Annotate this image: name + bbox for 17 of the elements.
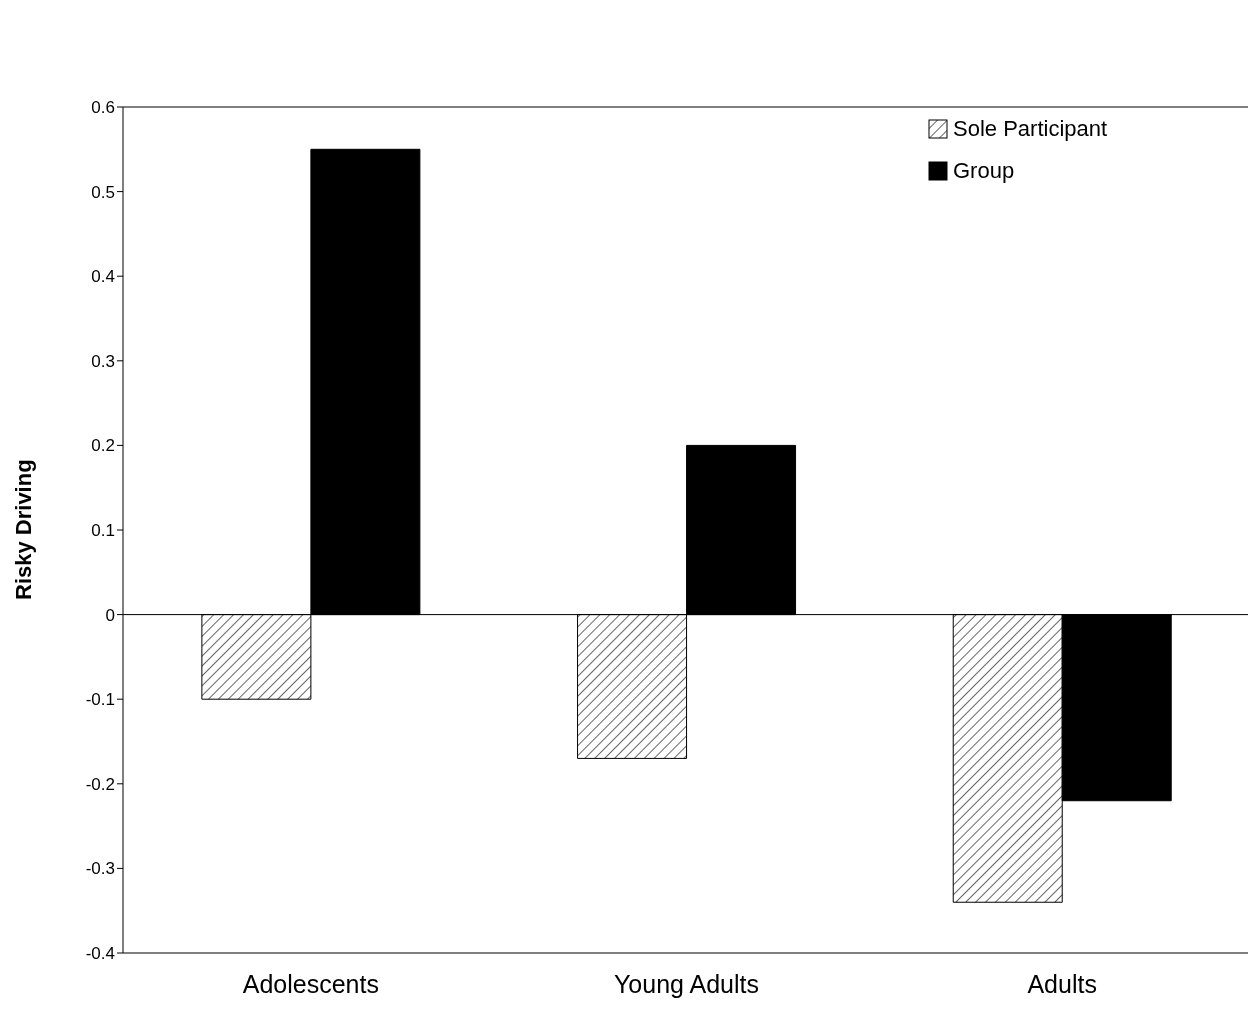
y-tick-label: 0.4 xyxy=(91,267,115,287)
y-tick-label: -0.4 xyxy=(85,944,115,964)
x-tick-label: Young Adults xyxy=(613,969,760,998)
y-tick-label: -0.1 xyxy=(85,690,115,710)
x-tick-label: Adults xyxy=(1027,969,1097,998)
x-tick-label: Adolescents xyxy=(242,969,379,998)
y-tick-label: 0.2 xyxy=(91,436,115,456)
legend-label: Sole Participant xyxy=(953,115,1108,143)
y-tick-label: 0.5 xyxy=(91,182,115,202)
y-tick-label: -0.3 xyxy=(85,859,115,879)
legend-label: Group xyxy=(953,157,1015,185)
y-axis-title: Risky Driving xyxy=(10,459,36,600)
y-tick-label: 0.6 xyxy=(91,98,115,118)
y-tick-label: -0.2 xyxy=(85,774,115,794)
y-tick-label: 0.3 xyxy=(91,351,115,371)
y-tick-label: 0.1 xyxy=(91,521,115,541)
y-tick-label: 0 xyxy=(105,605,115,625)
